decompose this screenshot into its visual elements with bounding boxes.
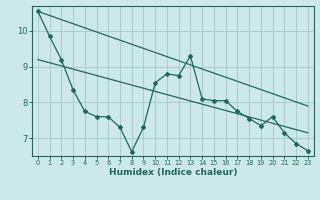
X-axis label: Humidex (Indice chaleur): Humidex (Indice chaleur) (108, 168, 237, 177)
